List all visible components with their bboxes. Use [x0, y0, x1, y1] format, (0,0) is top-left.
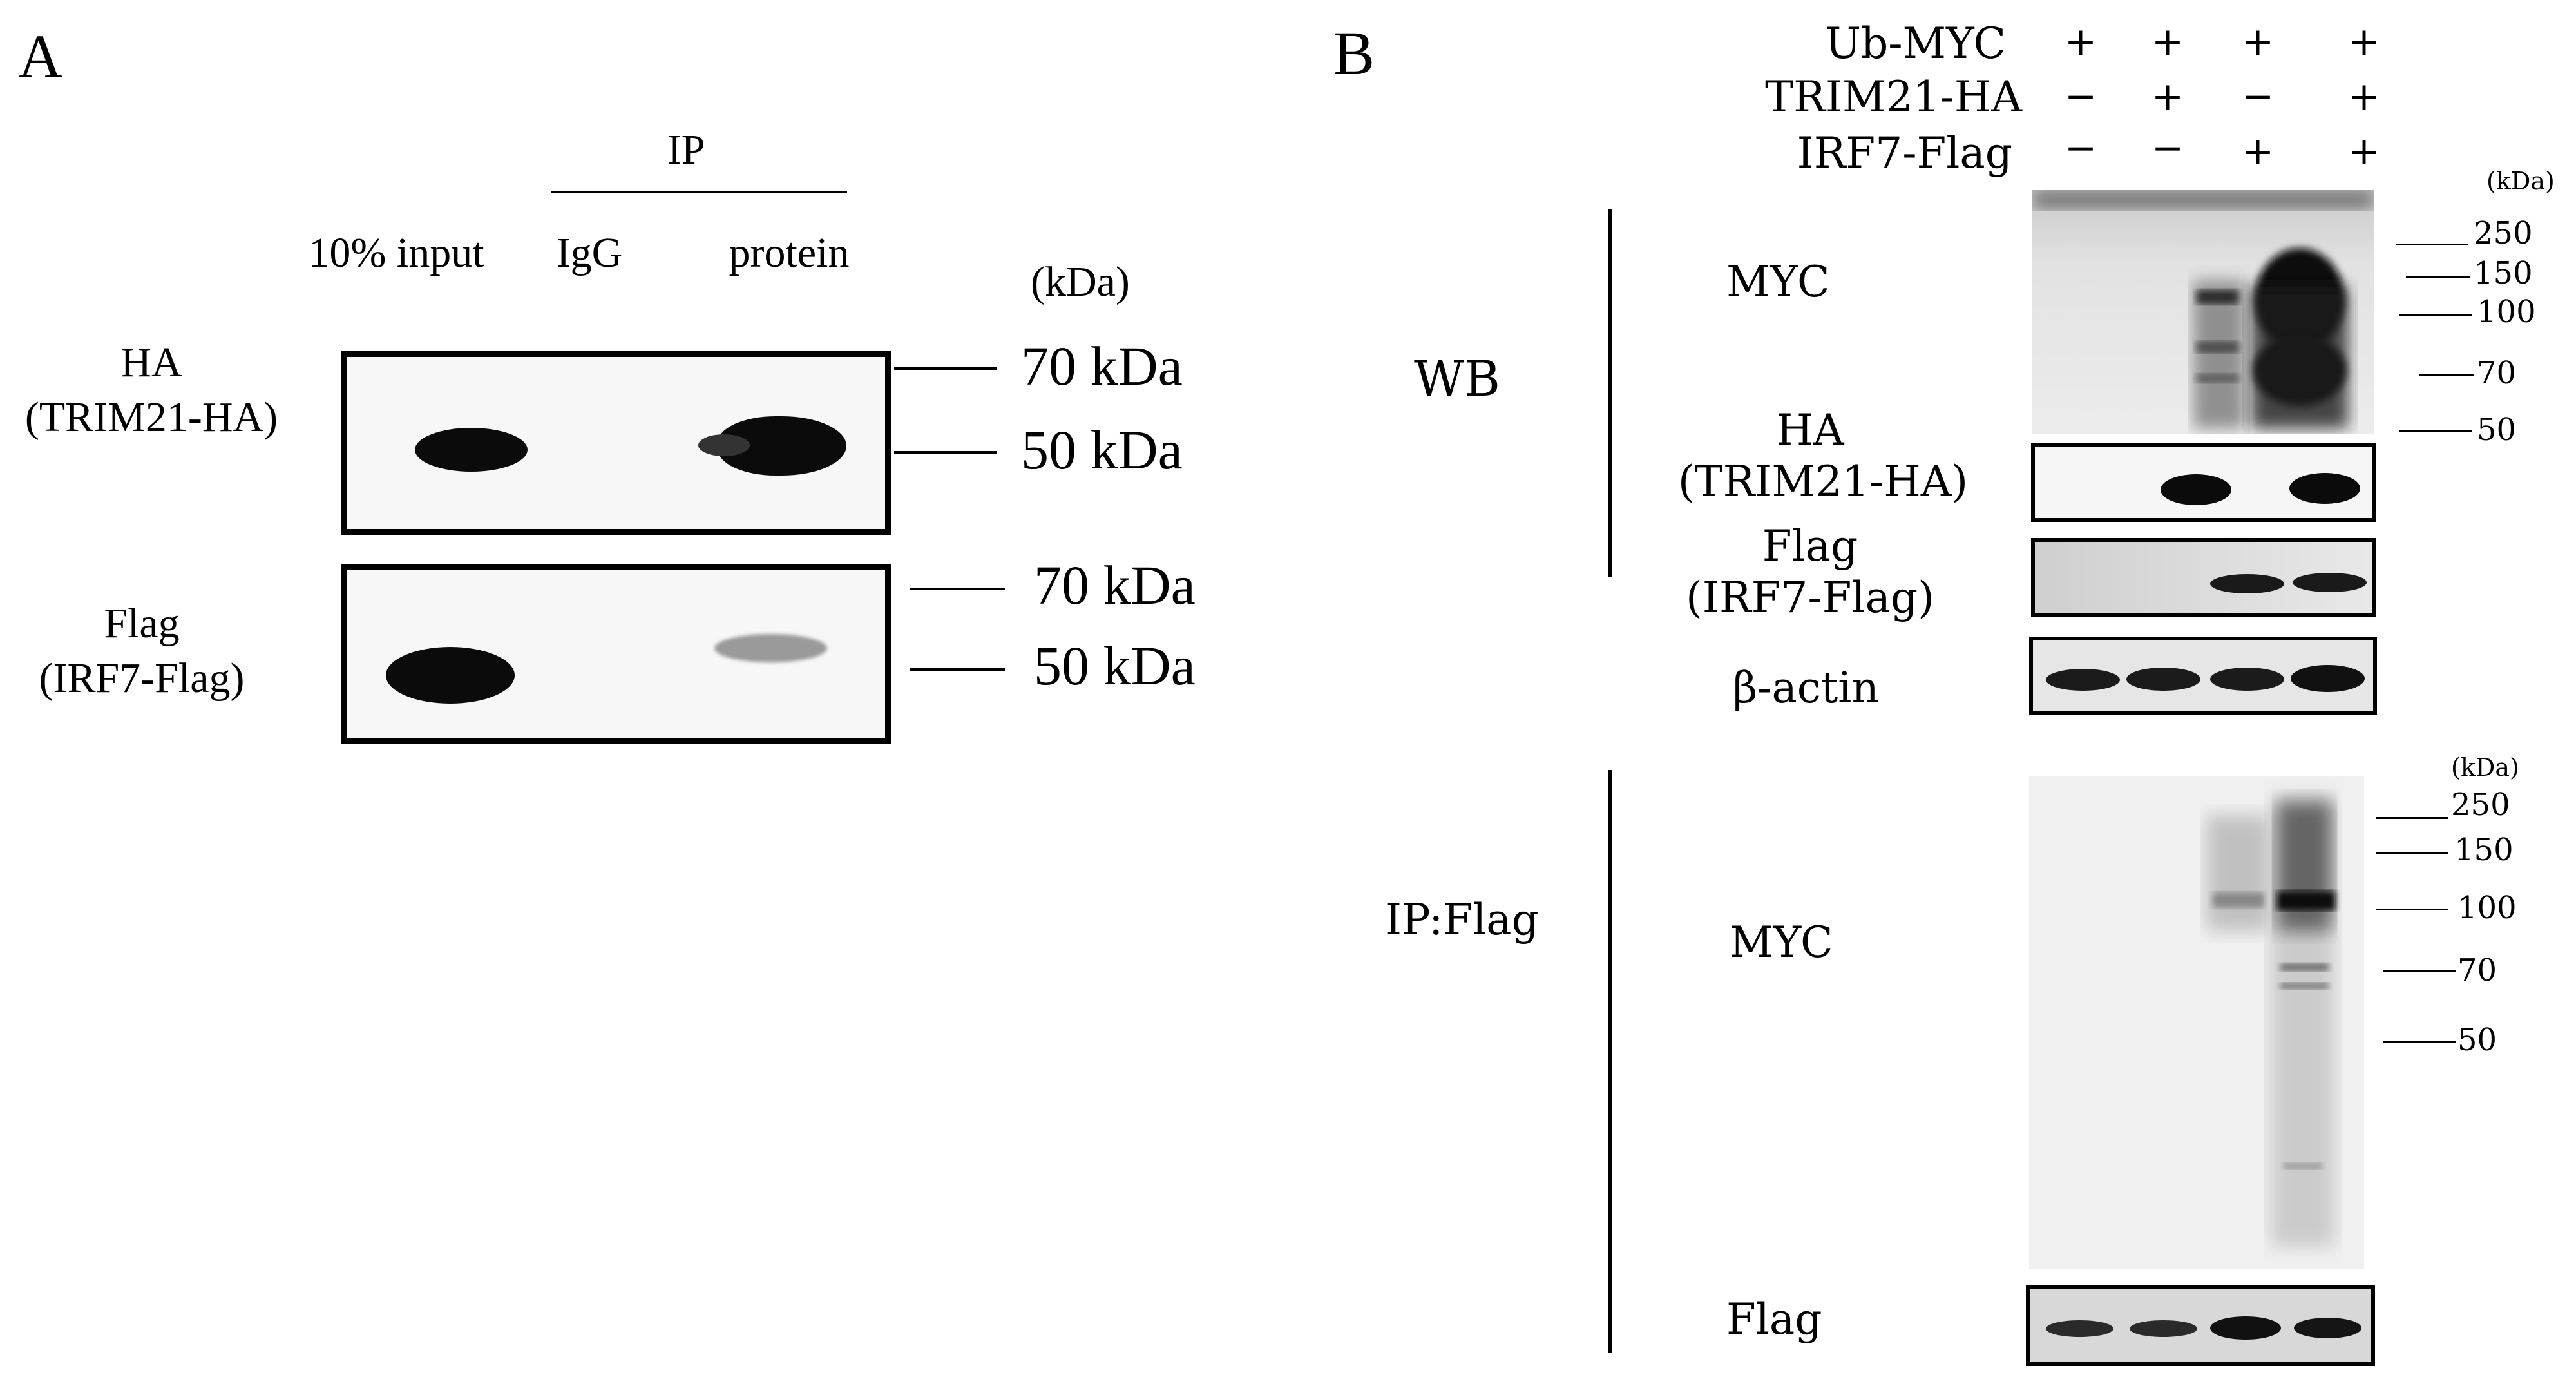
- band-b-actin-lane3: [2210, 668, 2284, 691]
- marker-b-wb-50: 50: [2477, 412, 2517, 448]
- band-a-flag-protein: [714, 634, 827, 662]
- sign-ubmyc-lane3: +: [2241, 19, 2275, 64]
- marker-b-ip-50: 50: [2457, 1022, 2497, 1058]
- marker-b-ip-70: 70: [2457, 952, 2497, 988]
- marker-b-ip-100: 100: [2457, 890, 2517, 926]
- column-label-igg: IgG: [556, 229, 623, 276]
- marker-tick-b-ip-150: [2376, 852, 2448, 854]
- band-b-actin-lane2: [2126, 668, 2200, 691]
- wb-ha-label: HA: [1776, 405, 1844, 455]
- blot-a-flag: [341, 564, 891, 744]
- marker-tick-b-wb-70: [2419, 374, 2474, 376]
- band-b-ipflag-lane2: [2130, 1320, 2197, 1337]
- marker-a2-50: 50 kDa: [1034, 635, 1196, 697]
- kda-unit-label: (kDa): [1031, 258, 1130, 305]
- column-label-protein: protein: [729, 229, 850, 276]
- marker-tick-b-ip-70: [2383, 970, 2456, 972]
- marker-tick-a1-50: [894, 451, 997, 454]
- band-b-ipflag-lane1: [2046, 1320, 2113, 1337]
- sign-ubmyc-lane1: +: [2064, 19, 2097, 64]
- band-a-ha-input: [415, 428, 528, 472]
- marker-tick-a2-70: [910, 588, 1005, 590]
- wb-kda-unit: (kDa): [2486, 167, 2555, 195]
- band-a-flag-input: [386, 647, 515, 704]
- marker-b-wb-150: 150: [2474, 255, 2533, 291]
- sign-irf7-lane1: −: [2064, 126, 2097, 171]
- ip-myc-label: MYC: [1730, 918, 1833, 967]
- band-b-ha-lane2: [2161, 474, 2231, 505]
- marker-tick-b-ip-50: [2383, 1041, 2456, 1043]
- ip-flag-blot-label: Flag: [1726, 1295, 1822, 1344]
- marker-a1-70: 70 kDa: [1021, 335, 1183, 397]
- blot-a-ha: [341, 351, 891, 535]
- ip-bracket-line: [551, 191, 847, 193]
- sign-trim21-lane3: −: [2241, 74, 2275, 119]
- ip-kda-unit: (kDa): [2451, 753, 2519, 782]
- band-b-flag-lane3: [2210, 574, 2284, 593]
- condition-label-ub-myc: Ub-MYC: [1825, 19, 2006, 68]
- band-b-ipflag-lane4: [2294, 1318, 2361, 1338]
- row-label-trim21-ha: (TRIM21-HA): [24, 394, 278, 441]
- row-label-ha: HA: [120, 339, 182, 386]
- marker-b-ip-150: 150: [2454, 832, 2514, 868]
- wb-flag-label: Flag: [1762, 521, 1858, 571]
- blot-b-wb-ha: [2031, 443, 2376, 522]
- sign-irf7-lane3: +: [2241, 129, 2275, 174]
- band-b-ha-lane4: [2289, 473, 2360, 504]
- condition-label-trim21-ha: TRIM21-HA: [1765, 72, 2022, 122]
- wb-actin-label: β-actin: [1733, 663, 1879, 713]
- wb-bracket-line: [1608, 209, 1612, 577]
- wb-trim21-ha-label: (TRIM21-HA): [1677, 457, 1969, 506]
- sign-trim21-lane2: +: [2151, 74, 2184, 119]
- row-label-irf7-flag: (IRF7-Flag): [39, 655, 245, 702]
- marker-tick-a1-70: [894, 367, 997, 370]
- panel-b-letter: B: [1333, 19, 1375, 88]
- condition-label-irf7-flag: IRF7-Flag: [1797, 128, 2012, 178]
- blot-b-wb-flag: [2031, 538, 2376, 617]
- marker-tick-b-wb-100: [2399, 314, 2472, 316]
- marker-tick-b-ip-100: [2376, 909, 2448, 910]
- panel-a-letter: A: [18, 22, 63, 91]
- column-label-input: 10% input: [308, 229, 484, 276]
- band-b-ipflag-lane3: [2210, 1316, 2281, 1340]
- band-b-flag-lane4: [2293, 573, 2367, 592]
- wb-label: WB: [1414, 350, 1500, 407]
- band-a-ha-protein-tail: [698, 434, 750, 456]
- blot-b-ip-flag: [2026, 1285, 2375, 1366]
- ip-flag-label: IP:Flag: [1385, 895, 1539, 945]
- marker-b-ip-250: 250: [2451, 787, 2510, 823]
- wb-myc-label: MYC: [1726, 257, 1830, 307]
- wb-irf7-flag-label: (IRF7-Flag): [1686, 573, 1934, 622]
- sign-ubmyc-lane4: +: [2347, 19, 2381, 64]
- band-b-actin-lane1: [2046, 669, 2120, 691]
- marker-tick-b-ip-250: [2376, 817, 2448, 819]
- marker-a2-70: 70 kDa: [1034, 554, 1196, 616]
- sign-irf7-lane2: −: [2151, 126, 2184, 171]
- marker-tick-b-wb-150: [2406, 276, 2470, 278]
- marker-b-wb-70: 70: [2477, 355, 2517, 391]
- blot-b-ip-myc: [2029, 776, 2364, 1269]
- ip-bracket-line: [1608, 770, 1612, 1353]
- marker-a1-50: 50 kDa: [1021, 419, 1183, 481]
- marker-b-wb-250: 250: [2474, 215, 2533, 251]
- blot-b-wb-myc: [2032, 190, 2374, 434]
- blot-b-wb-actin: [2029, 637, 2377, 715]
- sign-ubmyc-lane2: +: [2151, 19, 2184, 64]
- sign-trim21-lane4: +: [2347, 74, 2381, 119]
- sign-trim21-lane1: −: [2064, 74, 2097, 119]
- marker-tick-b-wb-250: [2396, 244, 2468, 245]
- band-b-actin-lane4: [2291, 665, 2365, 692]
- ip-header: IP: [667, 126, 705, 173]
- marker-b-wb-100: 100: [2477, 294, 2536, 330]
- row-label-flag: Flag: [104, 600, 180, 647]
- marker-tick-a2-50: [910, 668, 1005, 671]
- sign-irf7-lane4: +: [2347, 129, 2381, 174]
- marker-tick-b-wb-50: [2399, 430, 2472, 432]
